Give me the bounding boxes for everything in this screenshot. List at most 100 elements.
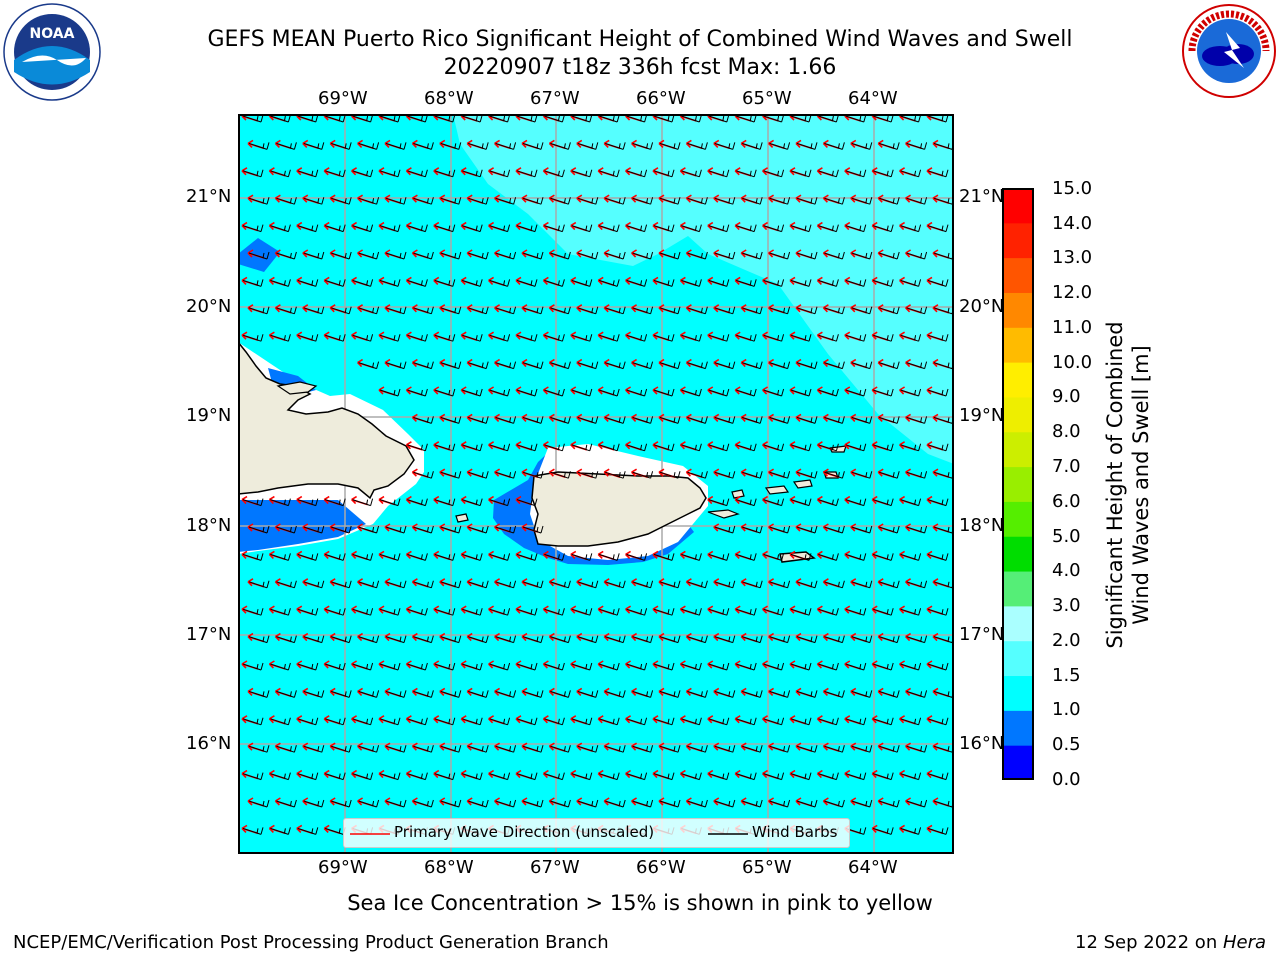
wind-barb [571,388,593,397]
wind-barb [495,197,517,205]
colorbar-segment [1002,745,1034,781]
wind-barb [599,553,620,561]
wind-barb [769,471,791,479]
colorbar [1002,188,1034,781]
wind-barb [495,306,517,315]
wind-barb [824,416,845,424]
wind-barb [516,443,538,452]
wind-barb [276,306,297,315]
wind-barb [489,662,511,671]
wind-barb [879,306,900,315]
wind-barb [385,690,407,698]
wind-barb [659,251,681,260]
land-tortola [792,479,813,489]
wind-barb [708,553,730,561]
wind-barb [790,553,812,561]
wind-barb [906,197,928,205]
wind-barb [763,224,785,233]
colorbar-segment [1002,327,1034,363]
wind-barb [407,169,428,178]
wind-barb [790,114,812,123]
wind-barb [550,580,571,589]
wind-barb [462,388,483,397]
wind-barb [489,224,511,233]
wind-barb [790,388,812,397]
wind-barb [763,662,785,671]
wind-barb [605,251,626,260]
wind-barb [325,334,346,342]
wind-barb [489,608,511,616]
wind-barb [303,580,325,589]
wind-barb [577,635,599,644]
wind-barb [434,498,456,507]
wind-barb [824,361,845,370]
wind-barb [468,142,489,150]
wind-barb [605,416,626,424]
wind-barb [434,388,456,397]
lon-label-bottom: 68°W [424,857,474,878]
wind-barb [325,772,346,781]
wind-barb [440,197,462,205]
wind-barb [303,306,325,315]
wind-barb [687,580,708,589]
wind-barb [242,553,264,561]
wind-barb [796,745,818,753]
wind-barb [687,635,708,644]
wind-barb [358,745,380,753]
wind-barb [626,608,648,616]
wind-barb [495,745,517,753]
wind-barb [571,717,593,726]
wind-barb [571,662,593,671]
wind-barb [276,525,297,534]
wind-barb [659,580,681,589]
wind-barb [653,169,675,178]
wind-barb [736,553,757,561]
wind-barb [906,745,928,753]
wind-barb [242,662,264,671]
wind-barb [489,169,511,178]
wind-barb [325,498,346,507]
wind-barb [352,169,374,178]
wind-barb [845,388,867,397]
wind-barb [407,443,428,452]
wind-barb [714,525,736,534]
wind-barb [845,169,867,178]
wind-barb [468,416,489,424]
wind-barb [407,553,428,561]
wind-barb [495,142,517,150]
wind-barb [714,197,736,205]
wind-barb [495,251,517,260]
wind-barb [413,142,434,150]
wind-barb [440,471,462,479]
wind-barb [605,197,626,205]
wind-barb [845,608,867,616]
wind-barb [790,498,812,507]
wind-barb [550,416,571,424]
wind-barb [352,662,374,671]
wind-barb [571,772,593,781]
wind-barb [681,169,702,178]
wind-barb [796,197,818,205]
colorbar-segment [1002,675,1034,711]
wind-barb [599,772,620,781]
colorbar-segment [1002,605,1034,642]
wind-barb [742,635,763,644]
wind-barb [736,334,757,342]
wind-barb [742,471,763,479]
wind-barb [489,334,511,342]
wind-barb [818,553,839,561]
wind-barb [818,498,839,507]
wind-barb [824,799,845,808]
wind-barb [900,388,922,397]
wind-barb [468,251,489,260]
wind-barb [352,498,374,507]
wind-barb [297,662,319,671]
wind-barb [297,334,319,342]
wind-barb [605,690,626,698]
wind-barb [489,279,511,287]
wind-barb [440,799,462,808]
wind-barb [632,580,654,589]
wind-barb [906,799,928,808]
wind-barb [900,334,922,342]
wind-barb [769,799,791,808]
